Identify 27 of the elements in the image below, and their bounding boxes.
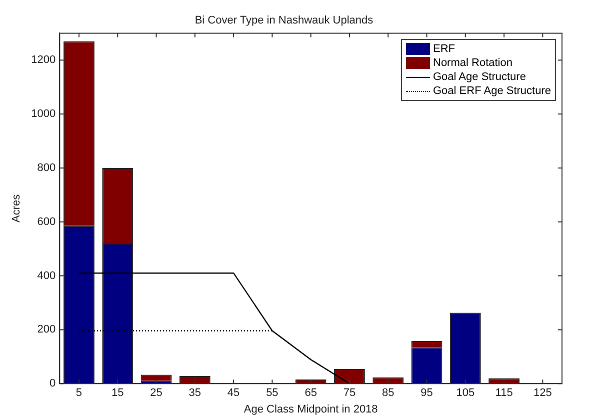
x-tick-label: 35 bbox=[188, 387, 202, 400]
x-tick-label: 85 bbox=[382, 387, 394, 400]
x-tick-label: 45 bbox=[227, 387, 240, 400]
legend-label: Goal ERF Age Structure bbox=[433, 84, 551, 98]
x-tick-label: 115 bbox=[495, 387, 513, 400]
y-tick-label: 0 bbox=[50, 378, 56, 390]
legend-label: Goal Age Structure bbox=[433, 70, 526, 84]
legend-label: ERF bbox=[433, 42, 455, 56]
legend-label: Normal Rotation bbox=[433, 56, 512, 70]
x-tick-label: 65 bbox=[304, 387, 317, 400]
y-tick-label: 800 bbox=[37, 162, 56, 174]
x-tick-label: 5 bbox=[76, 387, 82, 400]
x-tick-label: 55 bbox=[266, 387, 278, 400]
y-tick-label: 1000 bbox=[31, 108, 56, 120]
x-tick-label: 15 bbox=[112, 387, 124, 400]
x-tick-label: 125 bbox=[534, 387, 552, 400]
y-tick-label: 400 bbox=[37, 270, 56, 282]
y-tick-label: 600 bbox=[37, 216, 56, 228]
x-tick-label: 25 bbox=[150, 387, 162, 400]
y-axis-title: Acres bbox=[10, 194, 23, 222]
y-tick-label: 1200 bbox=[31, 54, 56, 66]
x-axis-title: Age Class Midpoint in 2018 bbox=[244, 403, 378, 416]
x-tick-label: 105 bbox=[456, 387, 475, 400]
chart-title: Bi Cover Type in Nashwauk Uplands bbox=[194, 14, 374, 27]
x-tick-label: 75 bbox=[343, 387, 356, 400]
x-tick-label: 95 bbox=[420, 387, 433, 400]
y-tick-label: 200 bbox=[37, 324, 56, 336]
